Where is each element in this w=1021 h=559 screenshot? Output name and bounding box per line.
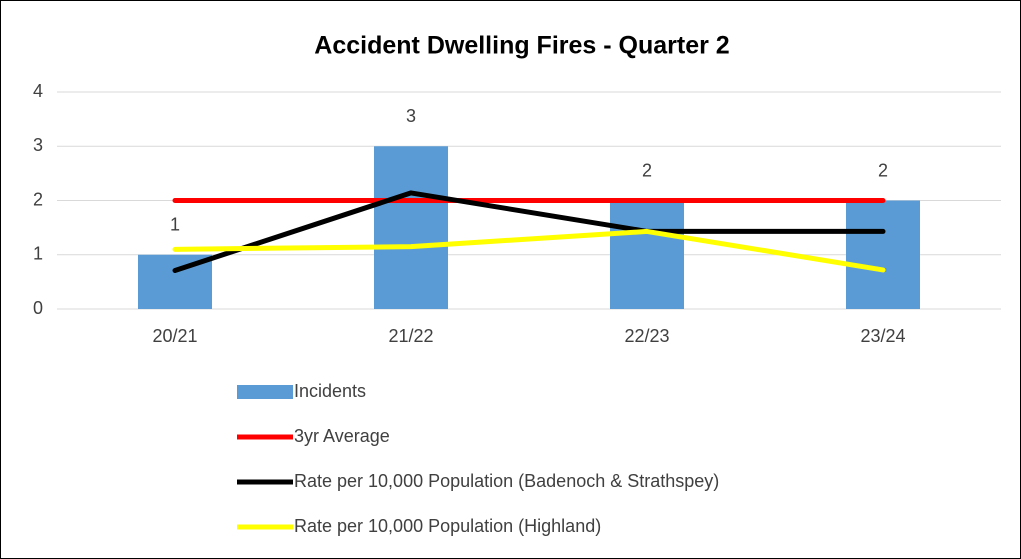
x-tick-label: 23/24: [860, 326, 905, 346]
data-label: 2: [642, 160, 652, 180]
y-tick-label: 4: [33, 81, 43, 101]
bar: [846, 200, 920, 309]
x-tick-label: 21/22: [388, 326, 433, 346]
y-tick-label: 3: [33, 135, 43, 155]
data-label: 2: [878, 160, 888, 180]
bar: [374, 146, 448, 309]
x-tick-label: 22/23: [624, 326, 669, 346]
data-label: 1: [170, 215, 180, 235]
legend-label: Incidents: [294, 381, 366, 401]
y-tick-label: 0: [33, 298, 43, 318]
x-tick-label: 20/21: [152, 326, 197, 346]
legend-label: Rate per 10,000 Population (Badenoch & S…: [294, 471, 719, 491]
legend-swatch: [237, 385, 293, 399]
bar: [610, 200, 684, 309]
line: [172, 228, 886, 273]
legend-label: 3yr Average: [294, 426, 390, 446]
line: [172, 190, 886, 273]
legend-label: Rate per 10,000 Population (Highland): [294, 516, 601, 536]
y-tick-label: 2: [33, 189, 43, 209]
data-label: 3: [406, 106, 416, 126]
y-tick-label: 1: [33, 244, 43, 264]
chart-title: Accident Dwelling Fires - Quarter 2: [314, 32, 729, 60]
